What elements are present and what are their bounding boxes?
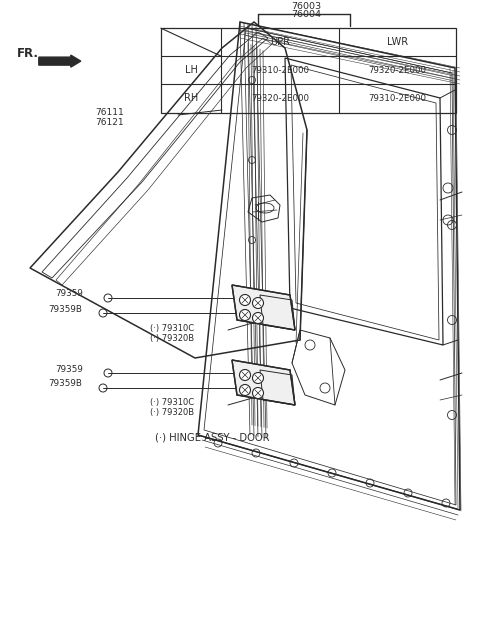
- Circle shape: [252, 372, 264, 384]
- Text: FR.: FR.: [17, 47, 39, 59]
- Polygon shape: [232, 360, 295, 405]
- Circle shape: [252, 388, 264, 399]
- Text: LWR: LWR: [387, 38, 408, 47]
- Text: 79320-2E000: 79320-2E000: [368, 66, 426, 75]
- Text: 79310-2E000: 79310-2E000: [251, 66, 309, 75]
- Circle shape: [240, 384, 251, 396]
- FancyArrow shape: [39, 55, 81, 67]
- Bar: [161, 28, 456, 112]
- Text: RH: RH: [184, 93, 198, 103]
- Text: (·) 79310C: (·) 79310C: [150, 324, 194, 332]
- Text: 79320-2E000: 79320-2E000: [251, 94, 309, 103]
- Text: 79310-2E000: 79310-2E000: [368, 94, 426, 103]
- Text: (·) HINGE ASSY - DOOR: (·) HINGE ASSY - DOOR: [155, 432, 269, 442]
- Polygon shape: [232, 285, 295, 330]
- Circle shape: [252, 312, 264, 324]
- Text: 76121: 76121: [95, 118, 124, 127]
- Circle shape: [240, 309, 251, 321]
- Text: (·) 79310C: (·) 79310C: [150, 399, 194, 408]
- Text: 76003: 76003: [291, 2, 321, 11]
- Text: (·) 79320B: (·) 79320B: [150, 334, 194, 342]
- Text: 79359B: 79359B: [48, 304, 82, 314]
- Circle shape: [240, 294, 251, 306]
- Text: 79359B: 79359B: [48, 379, 82, 389]
- Circle shape: [240, 369, 251, 381]
- Circle shape: [252, 298, 264, 309]
- Text: LH: LH: [185, 65, 197, 75]
- Text: 76004: 76004: [291, 10, 321, 19]
- Text: 76111: 76111: [95, 108, 124, 117]
- Text: (·) 79320B: (·) 79320B: [150, 409, 194, 418]
- Text: UPR: UPR: [270, 38, 290, 47]
- Text: 79359: 79359: [55, 364, 83, 374]
- Text: 79359: 79359: [55, 289, 83, 299]
